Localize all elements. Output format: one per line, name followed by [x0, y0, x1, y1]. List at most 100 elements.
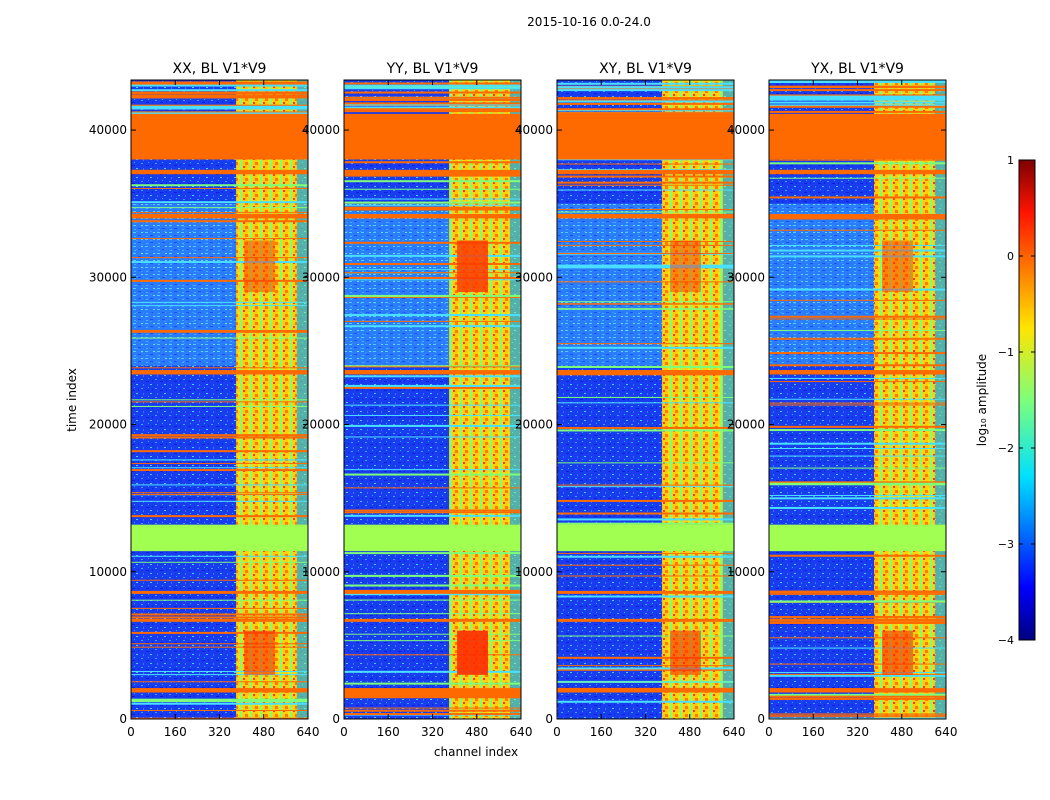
colorbar-tick-label: 0	[1007, 250, 1014, 263]
flag-line	[131, 462, 308, 464]
flag-line	[344, 84, 521, 87]
flag-line	[344, 276, 521, 279]
y-tick-label: 40000	[727, 123, 765, 137]
flag-line	[131, 92, 308, 95]
flag-line	[344, 91, 521, 94]
panel-title: XY, BL V1*V9	[599, 61, 692, 77]
flagged-band-green	[769, 524, 946, 552]
flag-line	[344, 552, 521, 555]
flagged-band-orange	[344, 618, 521, 622]
flag-line	[131, 631, 308, 634]
flag-line	[769, 338, 946, 340]
rfi-channel-band	[662, 80, 723, 719]
flag-line	[769, 196, 946, 199]
y-tick-label: 0	[757, 712, 765, 726]
flag-line	[557, 484, 734, 486]
flag-line	[344, 510, 521, 512]
flag-line	[769, 398, 946, 400]
flag-line	[557, 281, 734, 283]
flag-line	[557, 266, 734, 269]
x-tick-label: 480	[465, 725, 488, 739]
flag-line	[131, 450, 308, 453]
flag-line	[557, 169, 734, 171]
heatmap-noisy-region	[131, 203, 237, 366]
flag-line	[344, 696, 521, 699]
flag-line	[769, 94, 946, 97]
rfi-hotspot	[670, 240, 701, 293]
flag-line	[131, 709, 308, 711]
flag-line	[131, 105, 308, 108]
x-tick-label: 0	[127, 725, 135, 739]
flag-line	[131, 279, 308, 282]
flagged-band-orange	[769, 590, 946, 594]
flag-line	[131, 187, 308, 189]
flag-line	[769, 229, 946, 231]
flag-line	[769, 674, 946, 677]
flag-line	[769, 673, 946, 675]
flag-line	[131, 643, 308, 645]
flagged-band-green	[344, 524, 521, 552]
rfi-hotspot	[244, 240, 275, 293]
flag-line	[769, 481, 946, 484]
flag-line	[344, 613, 521, 615]
flagged-band-orange	[769, 370, 946, 375]
flag-line	[344, 593, 521, 596]
x-tick-label: 640	[297, 725, 320, 739]
flag-line	[131, 494, 308, 496]
flagged-band-orange	[131, 213, 308, 219]
flag-line	[557, 208, 734, 210]
flag-line	[344, 206, 521, 209]
flagged-band-orange	[769, 169, 946, 175]
flag-line	[769, 695, 946, 698]
flag-line	[131, 184, 308, 187]
y-tick-label: 40000	[515, 123, 553, 137]
flag-line	[769, 671, 946, 673]
flagged-band-orange	[344, 213, 521, 219]
flag-line	[131, 616, 308, 619]
flag-line	[557, 656, 734, 659]
flag-line	[131, 434, 308, 437]
y-tick-label: 20000	[727, 418, 765, 432]
flag-line	[344, 204, 521, 206]
flag-line	[769, 402, 946, 404]
flag-line	[769, 352, 946, 355]
heatmap-image	[769, 80, 946, 719]
flag-line	[557, 665, 734, 667]
flag-line	[344, 201, 521, 204]
x-tick-label: 160	[377, 725, 400, 739]
flag-line	[344, 640, 521, 642]
flagged-band-green	[557, 524, 734, 552]
heatmap-image	[344, 80, 521, 719]
flag-line	[344, 386, 521, 389]
flag-line	[769, 429, 946, 432]
colorbar-tick-label: −1	[998, 346, 1014, 359]
flag-line	[344, 110, 521, 113]
flag-line	[344, 106, 521, 109]
flag-line	[557, 635, 734, 637]
flag-line	[769, 506, 946, 509]
flag-line	[769, 299, 946, 301]
flag-line	[557, 184, 734, 186]
y-tick-label: 20000	[302, 418, 340, 432]
flag-line	[344, 85, 521, 88]
flag-line	[769, 105, 946, 108]
colorbar-tick-label: 1	[1007, 154, 1014, 167]
figure-title: 2015-10-16 0.0-24.0	[527, 15, 651, 29]
flag-line	[344, 574, 521, 577]
panel-3: XY, BL V1*V9 0 160 320 480 640 0 10000 20000 3000…	[515, 61, 746, 739]
flag-line	[344, 709, 521, 712]
flag-line	[131, 613, 308, 616]
x-tick-label: 160	[164, 725, 187, 739]
flag-line	[344, 254, 521, 257]
flag-line	[344, 692, 521, 695]
x-tick-label: 320	[846, 725, 869, 739]
flag-line	[344, 365, 521, 367]
flag-line	[557, 595, 734, 598]
flag-line	[769, 663, 946, 665]
flag-line	[769, 159, 946, 161]
y-tick-label: 0	[332, 712, 340, 726]
flag-line	[557, 667, 734, 670]
rfi-channel-band	[449, 80, 510, 719]
flag-line	[769, 647, 946, 649]
flag-line	[557, 700, 734, 703]
